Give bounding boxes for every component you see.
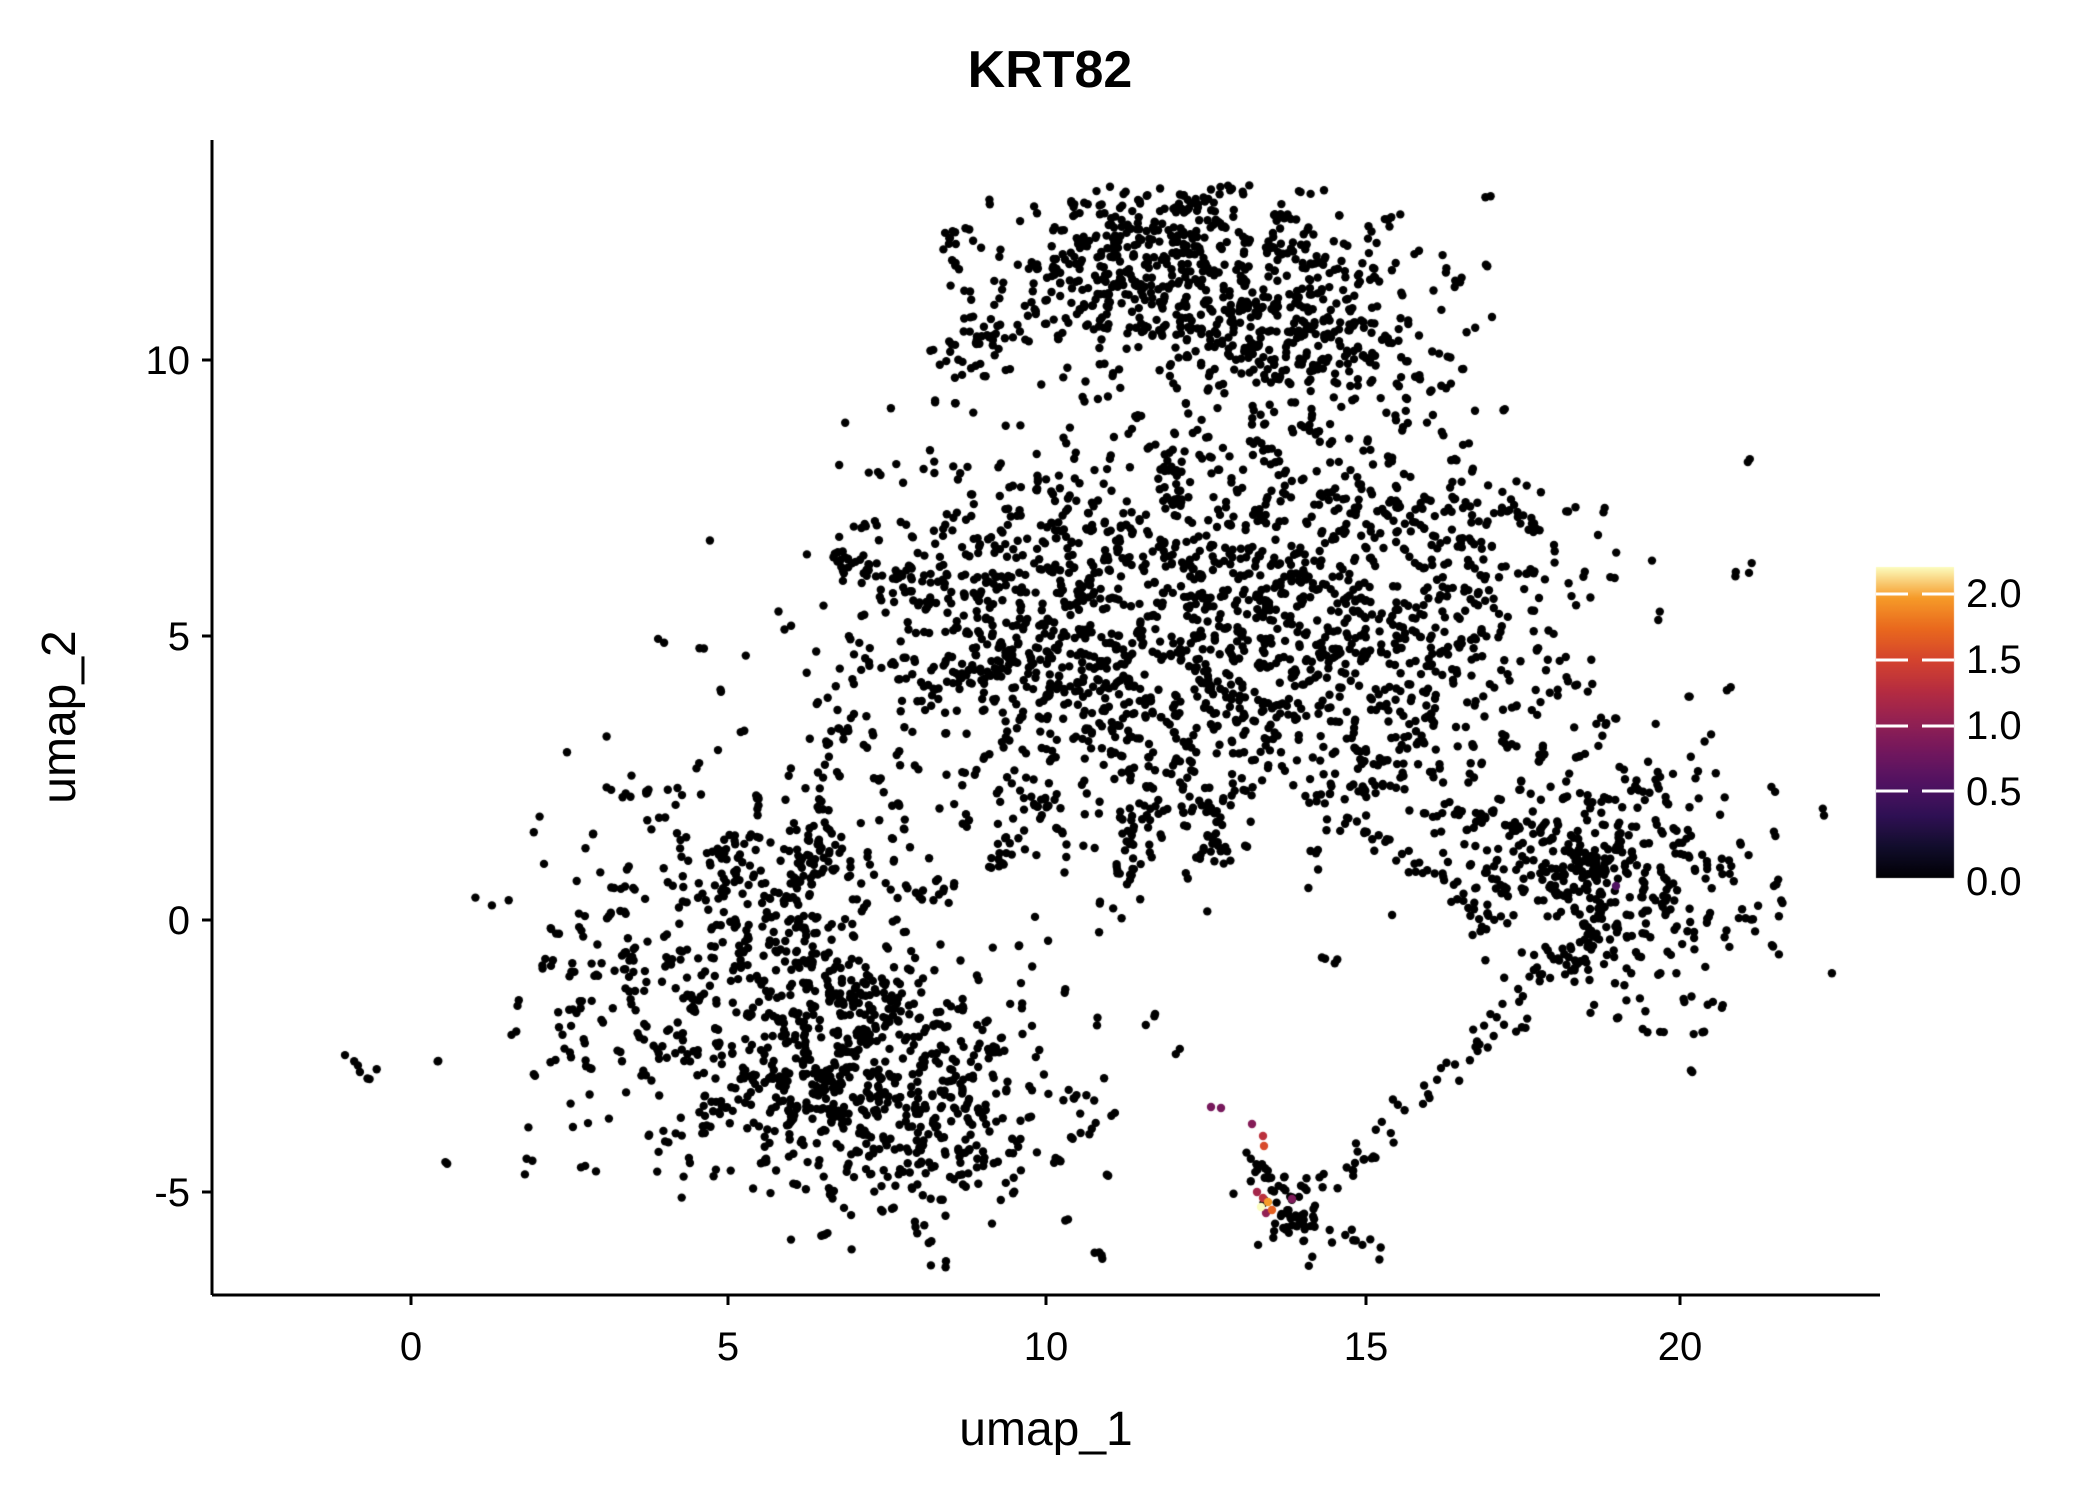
svg-text:umap_1: umap_1 (959, 1403, 1132, 1456)
svg-text:20: 20 (1658, 1325, 1703, 1369)
svg-text:10: 10 (146, 339, 191, 383)
svg-text:0: 0 (168, 899, 190, 943)
svg-text:0: 0 (400, 1325, 422, 1369)
svg-text:15: 15 (1344, 1325, 1389, 1369)
svg-text:-5: -5 (154, 1171, 190, 1215)
svg-text:1.0: 1.0 (1966, 704, 2022, 748)
svg-text:0.0: 0.0 (1966, 860, 2022, 904)
svg-text:2.0: 2.0 (1966, 572, 2022, 616)
svg-text:0.5: 0.5 (1966, 770, 2022, 814)
svg-text:1.5: 1.5 (1966, 638, 2022, 682)
svg-text:5: 5 (717, 1325, 739, 1369)
svg-text:umap_2: umap_2 (33, 630, 86, 803)
svg-text:10: 10 (1024, 1325, 1069, 1369)
svg-text:5: 5 (168, 615, 190, 659)
